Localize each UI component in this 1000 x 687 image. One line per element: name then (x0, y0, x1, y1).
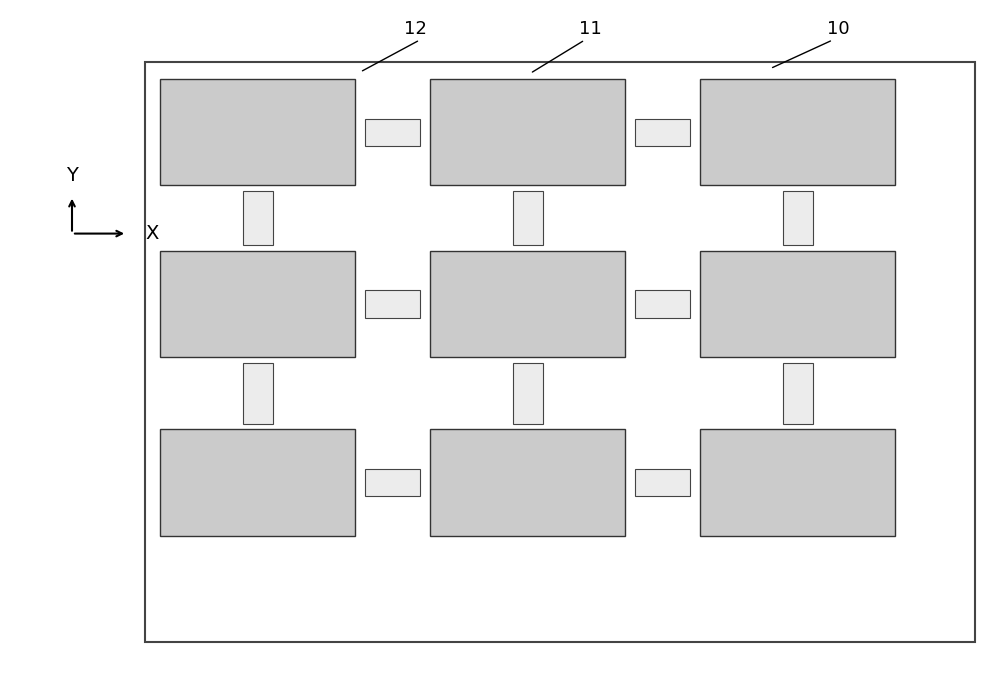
Bar (700, 429, 895, 536)
Bar (242, 191, 272, 245)
Text: 12: 12 (404, 20, 426, 38)
Bar (365, 469, 420, 496)
Text: X: X (145, 224, 158, 243)
Bar (160, 79, 355, 185)
FancyBboxPatch shape (145, 62, 975, 642)
Bar (512, 363, 542, 424)
Bar (242, 363, 272, 424)
Bar (160, 251, 355, 357)
Bar (365, 118, 420, 146)
Bar (365, 290, 420, 317)
Bar (430, 79, 625, 185)
Bar (782, 363, 812, 424)
Bar (430, 429, 625, 536)
Bar (512, 191, 542, 245)
Text: 10: 10 (827, 20, 849, 38)
Bar (782, 191, 812, 245)
Bar (635, 469, 690, 496)
Bar (700, 79, 895, 185)
Bar (430, 251, 625, 357)
Bar (635, 290, 690, 317)
Bar (700, 251, 895, 357)
Bar (160, 429, 355, 536)
Text: 11: 11 (579, 20, 601, 38)
Text: Y: Y (66, 166, 78, 185)
Bar (635, 118, 690, 146)
